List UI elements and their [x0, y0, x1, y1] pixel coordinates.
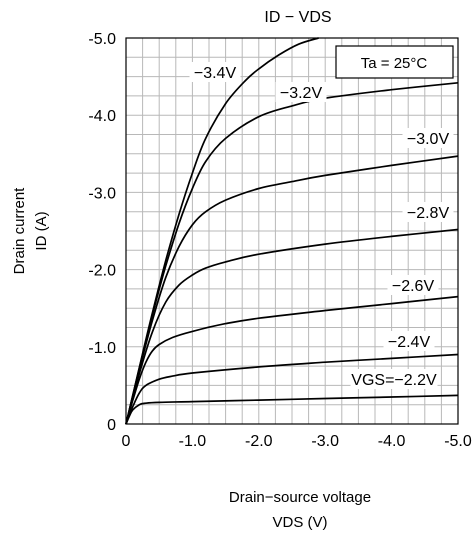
curve-line [125, 295, 459, 425]
curve-label: −2.4V [388, 334, 431, 351]
x-tick-label: -5.0 [444, 433, 472, 450]
curves [125, 37, 459, 425]
note-text: Ta = 25°C [361, 55, 428, 72]
note-box [335, 45, 454, 79]
y-tick-label: -1.0 [88, 340, 116, 357]
y-tick-labels: 0 -1.0 -2.0 -3.0 -4.0 -5.0 [88, 31, 116, 434]
curve-line [125, 37, 319, 425]
curve-labels: VGS=−2.2V −2.4V −2.6V −2.8V −3.0V −3.2V −3.4V [189, 62, 454, 389]
curve-label-background [275, 82, 327, 102]
x-axis-label-line1: Drain−source voltage [229, 489, 371, 506]
curve-label: −3.4V [194, 65, 237, 82]
temperature-note: Ta = 25°C [335, 45, 454, 79]
curve-label-background [383, 331, 435, 351]
curve-label-background [189, 62, 241, 82]
x-tick-label: 0 [122, 433, 131, 450]
y-tick-label: 0 [107, 417, 116, 434]
curve-label: VGS=−2.2V [351, 372, 437, 389]
curve-line [125, 228, 459, 425]
curve-label-background [402, 202, 454, 222]
y-axis-label-line2: ID (A) [33, 211, 50, 250]
y-tick-label: -2.0 [88, 263, 116, 280]
y-axis-label-line1: Drain current [11, 187, 28, 275]
x-tick-label: -4.0 [378, 433, 406, 450]
x-tick-labels: 0 -1.0 -2.0 -3.0 -4.0 -5.0 [122, 433, 472, 450]
curve-label-background [387, 275, 439, 295]
x-tick-label: -1.0 [179, 433, 207, 450]
plot-frame [125, 37, 459, 425]
curve-line [125, 353, 459, 425]
curve-label-background [350, 369, 438, 389]
curve-line [125, 155, 459, 425]
chart-title: ID − VDS [264, 9, 331, 26]
x-tick-label: -3.0 [311, 433, 339, 450]
curve-label: −2.8V [407, 205, 450, 222]
y-tick-label: -5.0 [88, 31, 116, 48]
x-axis-label-line2: VDS (V) [272, 514, 327, 531]
curve-label-background [402, 128, 454, 148]
x-tick-label: -2.0 [245, 433, 273, 450]
y-tick-label: -4.0 [88, 108, 116, 125]
y-tick-label: -3.0 [88, 185, 116, 202]
curve-label: −3.0V [407, 131, 450, 148]
curve-label: −3.2V [280, 85, 323, 102]
curve-label: −2.6V [392, 278, 435, 295]
